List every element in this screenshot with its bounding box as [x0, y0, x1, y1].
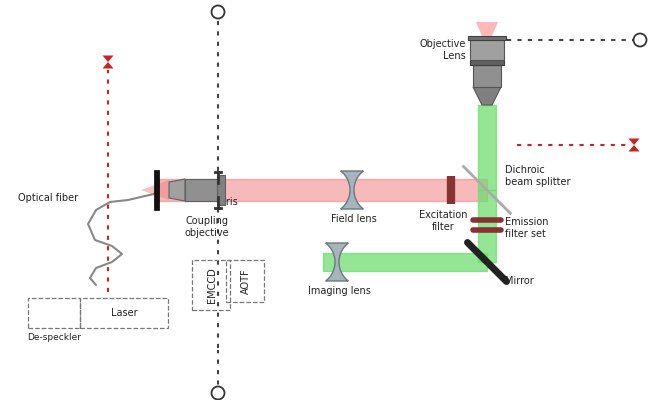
Bar — [468, 36, 506, 40]
Bar — [470, 40, 504, 60]
Text: Laser: Laser — [111, 308, 137, 318]
Text: Mirror: Mirror — [505, 276, 534, 286]
Text: Objective
Lens: Objective Lens — [420, 39, 466, 61]
Polygon shape — [628, 138, 639, 145]
Bar — [154, 170, 159, 210]
Text: EMCCD: EMCCD — [207, 267, 217, 303]
Polygon shape — [102, 62, 113, 68]
Text: Optical fiber: Optical fiber — [18, 193, 78, 203]
Bar — [470, 60, 504, 65]
Polygon shape — [628, 145, 639, 152]
Text: Excitation
filter: Excitation filter — [419, 210, 467, 232]
Bar — [323, 253, 487, 271]
Polygon shape — [169, 179, 185, 201]
Text: Iris: Iris — [223, 197, 238, 207]
Polygon shape — [326, 243, 348, 281]
Bar — [217, 175, 225, 205]
Polygon shape — [476, 22, 498, 36]
Text: AOTF: AOTF — [241, 268, 251, 294]
Bar — [478, 190, 496, 262]
Text: Imaging lens: Imaging lens — [307, 286, 370, 296]
Text: Emission
filter set: Emission filter set — [505, 217, 549, 239]
Circle shape — [212, 386, 225, 400]
Text: Coupling
objective: Coupling objective — [185, 216, 229, 238]
Circle shape — [633, 34, 646, 46]
Polygon shape — [473, 87, 501, 105]
Bar — [478, 105, 496, 190]
Polygon shape — [102, 56, 113, 62]
Bar — [185, 179, 217, 201]
Text: Dichroic
beam splitter: Dichroic beam splitter — [505, 165, 570, 187]
Circle shape — [212, 6, 225, 18]
Bar — [473, 65, 501, 87]
Text: Field lens: Field lens — [331, 214, 377, 224]
Bar — [226, 260, 264, 302]
Bar — [192, 260, 230, 310]
Bar — [28, 298, 80, 328]
Text: De-speckler: De-speckler — [27, 333, 81, 342]
Bar — [80, 298, 168, 328]
Bar — [158, 179, 487, 201]
Polygon shape — [141, 180, 169, 200]
Polygon shape — [340, 171, 363, 209]
